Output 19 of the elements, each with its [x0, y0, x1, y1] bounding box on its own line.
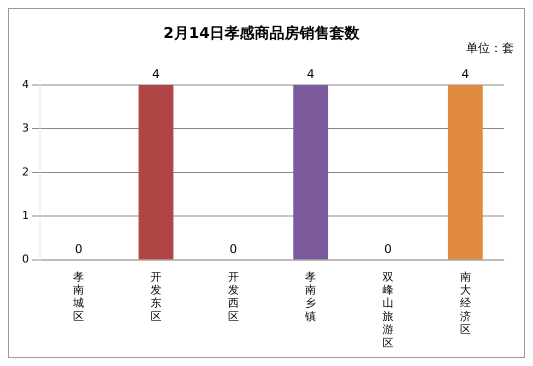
- chart-title: 2月14日孝感商品房销售套数: [163, 24, 361, 42]
- y-tick-label: 1: [22, 208, 29, 222]
- y-tick-label: 3: [22, 122, 29, 135]
- text: 单位：套: [466, 41, 514, 56]
- x-tick-label: 孝南城区: [72, 270, 84, 323]
- data-label: 0: [230, 242, 238, 256]
- y-tick-label: 4: [22, 78, 29, 91]
- data-label: 0: [74, 242, 82, 256]
- x-tick-label: 开发东区: [150, 270, 162, 323]
- data-label: 4: [462, 67, 470, 82]
- data-label: 4: [152, 67, 160, 82]
- data-label: 0: [384, 242, 392, 256]
- data-label: 4: [306, 67, 314, 82]
- y-tick-label: 0: [22, 252, 29, 266]
- x-tick-label: 孝南乡镇: [304, 270, 316, 323]
- y-tick-label: 2: [22, 165, 29, 178]
- x-tick-label: 南大经济区: [460, 270, 471, 336]
- x-tick-label: 双峰山旅游区: [382, 270, 394, 350]
- x-tick-label: 开发西区: [228, 270, 239, 323]
